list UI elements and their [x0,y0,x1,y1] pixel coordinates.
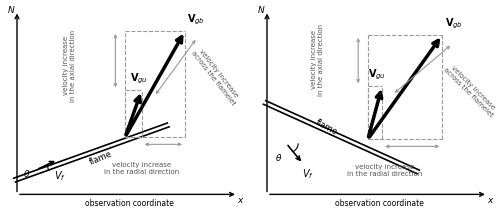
Text: flame: flame [88,149,114,166]
Text: x: x [238,196,243,205]
Text: velocity increase
in the radial direction: velocity increase in the radial directio… [347,164,422,177]
Text: V$_{gu}$: V$_{gu}$ [130,72,148,86]
Text: observation coordinate: observation coordinate [86,199,174,208]
Text: V$_{gb}$: V$_{gb}$ [444,17,462,31]
Text: velocity increase
in the radial direction: velocity increase in the radial directio… [104,162,180,175]
Text: V$_f$: V$_f$ [302,167,314,181]
Text: V$_{gu}$: V$_{gu}$ [368,68,386,82]
Text: N: N [258,6,264,15]
Text: velocity increase
across the flamelet: velocity increase across the flamelet [190,46,242,106]
Text: observation coordinate: observation coordinate [336,199,424,208]
Text: velocity increase
in the axial direction: velocity increase in the axial direction [311,24,324,96]
Text: N: N [8,6,14,15]
Text: x: x [488,196,493,205]
Text: velocity increase
across the flamelet: velocity increase across the flamelet [442,62,500,119]
Text: V$_{gb}$: V$_{gb}$ [188,12,206,27]
Text: V$_f$: V$_f$ [54,169,66,183]
Text: $\theta$: $\theta$ [23,168,30,179]
Text: velocity increase
in the axial direction: velocity increase in the axial direction [64,30,76,102]
Text: flame: flame [314,117,340,137]
Text: $\theta$: $\theta$ [276,152,282,163]
